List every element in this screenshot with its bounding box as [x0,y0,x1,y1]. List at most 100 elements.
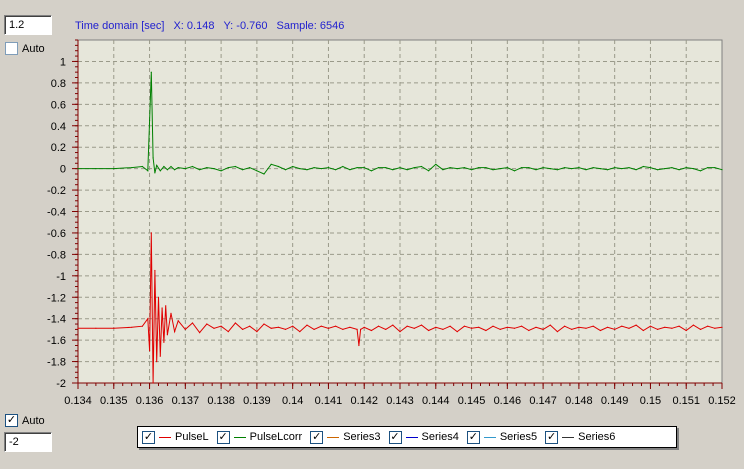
data-point-pulsel [471,327,473,329]
auto-bottom-checkbox-row[interactable]: ✓ Auto [5,414,45,427]
data-point-pulsel [621,325,623,327]
data-point-pulsel [556,331,559,333]
check-icon: ✓ [468,430,478,443]
legend-item-pulsel[interactable]: ✓ PulseL [142,430,209,444]
data-point-pulselcorr [299,168,301,170]
data-point-pulselcorr [152,157,154,159]
data-point-pulsel [177,320,179,322]
x-tick-label: 0.15 [640,395,661,407]
check-icon: ✓ [390,430,400,443]
data-point-pulselcorr [277,165,279,168]
data-point-pulselcorr [399,167,401,169]
data-point-pulsel [449,325,451,327]
data-point-pulselcorr [456,168,458,170]
legend-checkbox-series3[interactable]: ✓ [310,430,324,444]
data-point-pulselcorr [413,167,415,169]
check-icon: ✓ [547,430,557,443]
y-tick-label: -0.8 [47,249,66,261]
data-point-pulselcorr [678,169,680,171]
data-point-pulselcorr [714,167,716,169]
y-readout: Y: -0.760 [223,20,268,32]
ymax-input[interactable] [4,15,52,35]
data-point-pulsel [542,328,544,330]
legend-swatch-pulsel [159,436,171,438]
data-point-pulsel [564,325,566,327]
legend-item-pulselcorr[interactable]: ✓ PulseLcorr [216,430,302,444]
auto-top-checkbox[interactable] [5,42,18,55]
legend-label-series5: Series5 [499,431,538,443]
data-point-pulselcorr [449,167,451,169]
data-point-pulsel [174,331,176,333]
data-point-pulsel [113,327,115,329]
data-point-pulselcorr [177,167,179,169]
data-point-pulsel [360,328,362,330]
data-point-pulsel [692,324,695,326]
legend-checkbox-series6[interactable]: ✓ [545,430,559,444]
legend-checkbox-pulselcorr[interactable]: ✓ [216,430,230,444]
data-point-pulsel [320,325,322,327]
ymin-input[interactable] [4,432,52,452]
data-point-pulselcorr [535,169,537,171]
data-point-pulsel [606,326,609,328]
y-tick-label: 0.6 [51,99,66,111]
data-point-pulselcorr [642,165,644,168]
data-point-pulsel [206,323,208,325]
y-tick-label: -0.2 [47,185,66,197]
data-point-pulsel [614,328,616,330]
data-point-pulselcorr [592,167,594,169]
data-point-pulsel [535,326,537,328]
data-point-pulsel [499,328,501,330]
data-point-pulselcorr [556,169,559,171]
legend-checkbox-pulsel[interactable]: ✓ [142,430,155,444]
legend-item-series6[interactable]: ✓ Series6 [545,430,615,444]
auto-top-checkbox-row[interactable]: Auto [5,42,45,55]
data-point-pulsel [492,325,494,327]
data-point-pulselcorr [671,167,673,169]
auto-bottom-checkbox[interactable]: ✓ [5,414,18,427]
data-point-pulselcorr [163,165,165,168]
y-tick-label: 0 [60,164,66,176]
data-point-pulselcorr [649,167,652,169]
legend-checkbox-series5[interactable]: ✓ [466,430,480,444]
legend-item-series4[interactable]: ✓ Series4 [388,430,459,444]
data-point-pulselcorr [485,167,487,169]
legend-swatch-series3 [327,436,340,438]
data-point-pulselcorr [220,170,222,172]
data-point-pulsel [406,325,408,327]
legend-item-series5[interactable]: ✓ Series5 [466,430,538,444]
data-point-pulsel [213,327,215,329]
data-point-pulsel [292,325,294,327]
auto-bottom-label: Auto [22,414,45,427]
data-point-pulsel [356,328,358,330]
data-point-pulselcorr [406,169,408,171]
data-point-pulsel [549,324,551,326]
data-point-pulsel [161,307,163,309]
data-point-pulselcorr [227,167,229,169]
data-point-pulselcorr [585,169,587,171]
x-tick-label: 0.143 [386,395,414,407]
data-point-pulsel [163,341,165,343]
check-icon: ✓ [143,430,154,443]
data-point-pulselcorr [513,170,516,172]
check-icon: ✓ [6,414,17,426]
data-point-pulsel [707,325,709,327]
data-point-pulsel [156,361,158,363]
data-point-pulsel [377,325,380,327]
x-tick-label: 0.152 [708,395,736,407]
legend-item-series3[interactable]: ✓ Series3 [310,430,381,444]
data-point-pulsel [721,326,723,328]
legend-checkbox-series4[interactable]: ✓ [388,430,402,444]
data-point-pulsel [392,324,394,326]
data-point-pulsel [528,329,530,332]
x-tick-label: 0.14 [282,395,303,407]
x-tick-label: 0.151 [672,395,700,407]
data-point-pulselcorr [492,169,494,171]
data-point-pulsel [342,328,344,330]
data-point-pulsel [435,326,437,328]
data-point-pulsel [699,328,702,330]
data-point-pulsel [199,332,201,334]
data-point-pulsel [150,232,152,234]
y-tick-label: -1.2 [47,292,66,304]
data-point-pulsel [77,327,79,329]
